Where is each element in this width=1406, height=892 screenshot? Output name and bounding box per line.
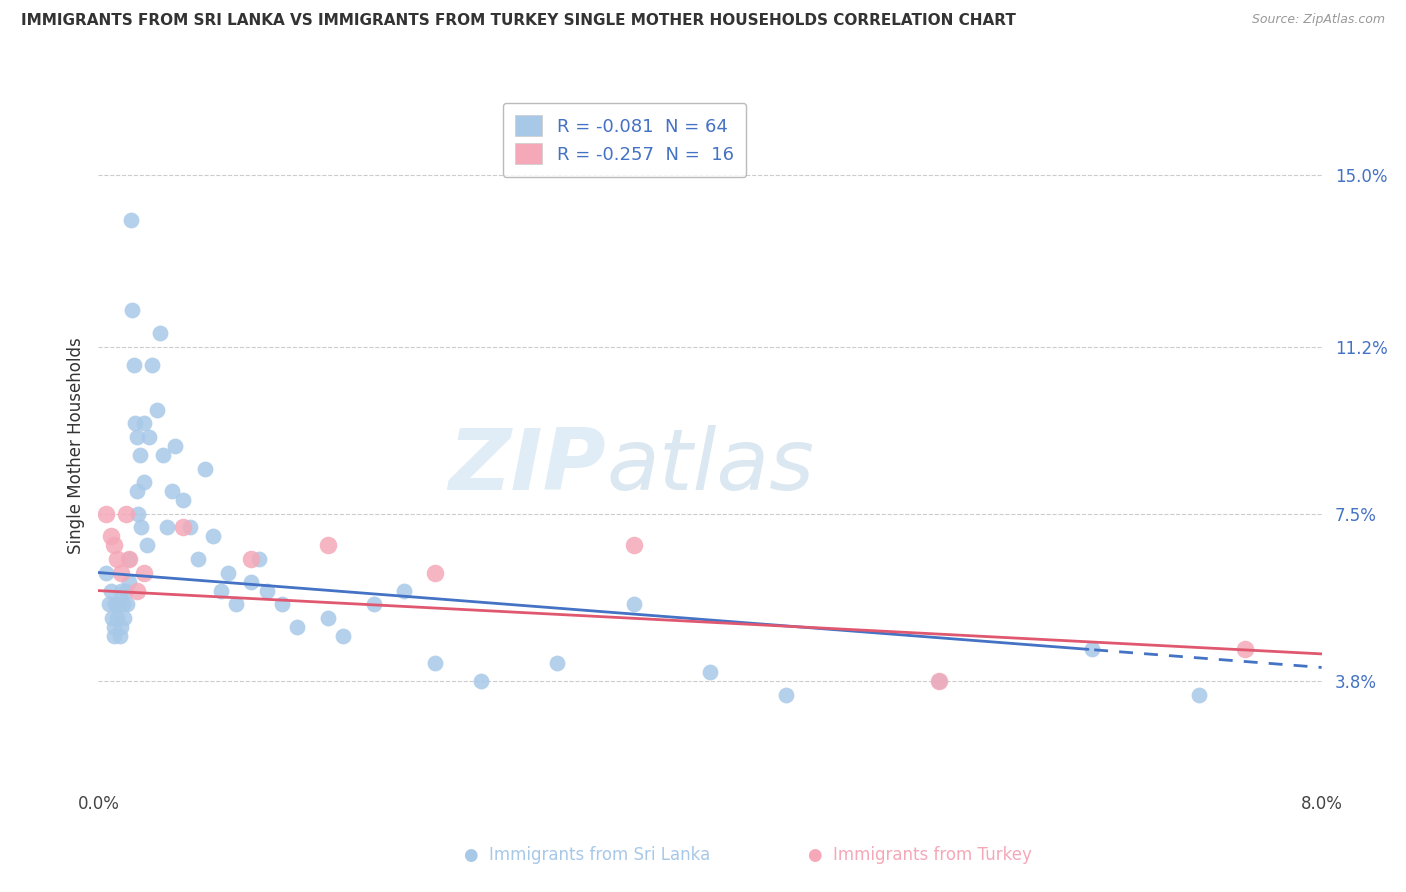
Point [118,552,141,566]
Point [136,538,159,552]
Point [316,538,339,552]
Text: Source: ZipAtlas.com: Source: ZipAtlas.com [1251,13,1385,27]
Point [363,597,385,611]
Point [125,484,148,499]
Point [160,484,183,499]
Point [98,597,121,611]
Point [129,520,152,534]
Point [256,583,278,598]
Point [134,417,156,431]
Point [125,430,148,444]
Point [134,475,156,490]
Y-axis label: Single Mother Households: Single Mother Households [66,338,84,554]
Point [194,461,217,475]
Point [104,597,127,611]
Point [103,629,125,643]
Point [94,566,117,580]
Point [240,552,263,566]
Point [110,620,132,634]
Text: atlas: atlas [606,425,814,508]
Text: IMMIGRANTS FROM SRI LANKA VS IMMIGRANTS FROM TURKEY SINGLE MOTHER HOUSEHOLDS COR: IMMIGRANTS FROM SRI LANKA VS IMMIGRANTS … [21,13,1017,29]
Point [115,583,138,598]
Point [156,520,179,534]
Text: ZIP: ZIP [449,425,606,508]
Point [105,552,128,566]
Point [1188,688,1211,702]
Point [138,430,160,444]
Point [775,688,797,702]
Point [107,597,129,611]
Point [120,213,142,227]
Point [270,597,294,611]
Point [217,566,239,580]
Point [152,448,174,462]
Point [108,629,131,643]
Point [316,611,339,625]
Point [172,493,194,508]
Point [127,507,149,521]
Point [209,583,232,598]
Text: ●  Immigrants from Turkey: ● Immigrants from Turkey [808,846,1032,863]
Point [332,629,354,643]
Point [149,326,172,340]
Point [247,552,270,566]
Point [100,529,122,543]
Point [145,402,167,417]
Point [423,656,446,670]
Point [103,538,125,552]
Point [163,439,186,453]
Point [179,520,201,534]
Point [202,529,225,543]
Text: ●  Immigrants from Sri Lanka: ● Immigrants from Sri Lanka [464,846,710,863]
Point [118,574,141,589]
Point [125,583,148,598]
Point [124,417,146,431]
Point [285,620,308,634]
Point [105,611,128,625]
Point [623,597,645,611]
Point [112,611,135,625]
Point [103,620,125,634]
Point [134,566,156,580]
Point [187,552,209,566]
Point [122,358,145,372]
Point [101,611,124,625]
Point [94,507,117,521]
Point [117,597,139,611]
Point [111,597,134,611]
Point [546,656,568,670]
Legend: R = -0.081  N = 64, R = -0.257  N =  16: R = -0.081 N = 64, R = -0.257 N = 16 [502,103,747,177]
Point [118,552,141,566]
Point [470,673,492,688]
Point [225,597,247,611]
Point [928,673,950,688]
Point [141,358,163,372]
Point [110,566,132,580]
Point [699,665,721,679]
Point [623,538,645,552]
Point [423,566,446,580]
Point [172,520,194,534]
Point [240,574,263,589]
Point [110,583,132,598]
Point [1234,642,1257,657]
Point [115,507,138,521]
Point [128,448,150,462]
Point [392,583,416,598]
Point [928,673,950,688]
Point [100,583,122,598]
Point [1081,642,1104,657]
Point [121,303,143,318]
